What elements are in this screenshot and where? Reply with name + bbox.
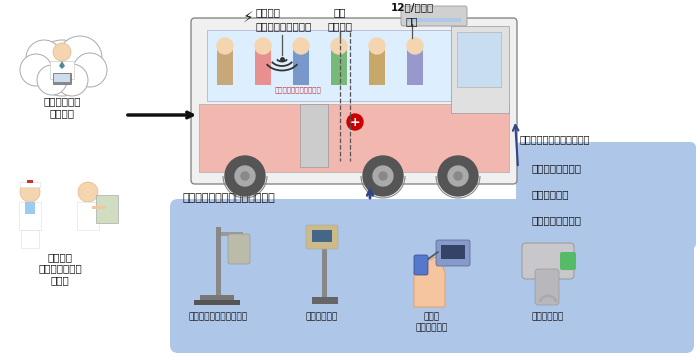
Bar — [53, 73, 71, 84]
Bar — [300, 104, 328, 167]
Bar — [50, 61, 74, 79]
Bar — [199, 104, 509, 172]
Text: 専門医と
インターネット接続: 専門医と インターネット接続 — [256, 7, 312, 31]
Bar — [27, 180, 33, 183]
Bar — [200, 295, 234, 302]
Bar — [369, 50, 385, 85]
Circle shape — [407, 38, 423, 54]
Text: 診療放射線技師: 診療放射線技師 — [38, 263, 82, 273]
Bar — [21, 230, 39, 248]
Circle shape — [331, 38, 347, 54]
Text: ⚡: ⚡ — [243, 10, 253, 25]
Bar — [19, 202, 41, 230]
Bar — [441, 245, 465, 259]
Bar — [293, 50, 309, 85]
Text: 診断可能: 診断可能 — [50, 108, 74, 118]
Circle shape — [56, 64, 88, 96]
Text: ・心電図モニター: ・心電図モニター — [532, 215, 582, 225]
Text: 非接触体温計: 非接触体温計 — [532, 312, 564, 321]
Circle shape — [293, 38, 309, 54]
Text: 常時使用する初期診断医療機器: 常時使用する初期診断医療機器 — [182, 193, 274, 203]
Circle shape — [73, 53, 107, 87]
Circle shape — [78, 182, 98, 202]
FancyBboxPatch shape — [522, 243, 574, 279]
Text: ・小型エコー装置: ・小型エコー装置 — [532, 163, 582, 173]
Circle shape — [235, 166, 255, 186]
Bar — [255, 50, 271, 85]
Circle shape — [58, 36, 102, 80]
Circle shape — [347, 114, 363, 130]
FancyBboxPatch shape — [535, 269, 559, 305]
Circle shape — [53, 43, 71, 61]
Bar — [77, 202, 99, 230]
Text: 胸部エックス線撮影装置: 胸部エックス線撮影装置 — [188, 312, 248, 321]
Bar — [194, 300, 240, 305]
Circle shape — [363, 156, 403, 196]
Circle shape — [34, 40, 90, 96]
FancyBboxPatch shape — [436, 240, 470, 266]
Circle shape — [225, 156, 265, 196]
Text: +: + — [350, 116, 360, 129]
Bar — [25, 202, 35, 214]
Bar — [207, 30, 495, 101]
Bar — [54, 74, 70, 82]
Circle shape — [255, 38, 271, 54]
Circle shape — [241, 172, 249, 180]
Text: が同乗: が同乗 — [50, 275, 69, 285]
FancyBboxPatch shape — [228, 234, 250, 264]
FancyBboxPatch shape — [191, 18, 517, 184]
Bar — [312, 230, 332, 242]
Bar — [216, 227, 221, 299]
FancyBboxPatch shape — [306, 225, 338, 249]
Bar — [407, 50, 423, 85]
Circle shape — [438, 156, 478, 196]
Text: 医師は遠隔で: 医師は遠隔で — [43, 96, 80, 106]
Bar — [331, 50, 347, 85]
Bar — [221, 232, 243, 236]
FancyBboxPatch shape — [401, 6, 467, 26]
Text: 車内
区画分け: 車内 区画分け — [328, 7, 353, 31]
FancyBboxPatch shape — [516, 142, 696, 249]
Circle shape — [26, 40, 62, 76]
Circle shape — [217, 38, 233, 54]
Bar — [96, 195, 118, 223]
Bar — [407, 18, 461, 22]
Text: パルス
オキシメータ: パルス オキシメータ — [416, 312, 448, 333]
Bar — [312, 297, 338, 304]
Text: 全自動血圧計: 全自動血圧計 — [306, 312, 338, 321]
Text: 12回/時以上
換気: 12回/時以上 換気 — [391, 2, 433, 26]
Text: その他の初期診断医療機器: その他の初期診断医療機器 — [520, 134, 591, 144]
FancyBboxPatch shape — [414, 255, 428, 275]
Text: 看護師、: 看護師、 — [48, 252, 73, 262]
Circle shape — [20, 54, 52, 86]
Circle shape — [373, 166, 393, 186]
Text: ・電子聴診器: ・電子聴診器 — [532, 189, 570, 199]
Bar — [20, 182, 40, 187]
Circle shape — [369, 38, 385, 54]
FancyBboxPatch shape — [170, 199, 694, 353]
FancyBboxPatch shape — [560, 252, 576, 270]
Bar — [217, 50, 233, 85]
Bar — [451, 26, 509, 113]
Circle shape — [37, 65, 67, 95]
Circle shape — [20, 182, 40, 202]
Circle shape — [379, 172, 387, 180]
Circle shape — [448, 166, 468, 186]
Bar — [92, 206, 106, 209]
Bar — [322, 242, 327, 300]
Text: みんなで乗り越えよう。: みんなで乗り越えよう。 — [275, 87, 322, 93]
Polygon shape — [59, 61, 65, 69]
Circle shape — [454, 172, 462, 180]
Polygon shape — [414, 257, 445, 307]
Bar — [457, 32, 501, 87]
